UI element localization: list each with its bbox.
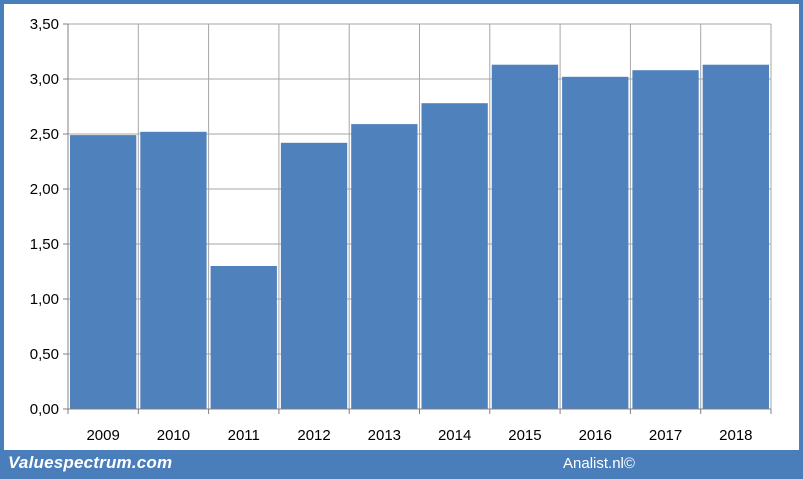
bar-2013 — [351, 124, 418, 409]
x-tick-label: 2017 — [649, 427, 682, 444]
y-tick-label: 0,50 — [30, 346, 59, 363]
y-tick-label: 1,00 — [30, 291, 59, 308]
bar-2009 — [70, 135, 137, 409]
x-tick-label: 2011 — [228, 427, 260, 444]
y-tick-label: 3,00 — [30, 71, 59, 88]
brand-valuespectrum: Valuespectrum.com — [8, 453, 173, 472]
bar-2016 — [562, 76, 629, 410]
bar-2017 — [632, 70, 699, 409]
bar-2010 — [140, 131, 207, 410]
bar-2012 — [280, 142, 348, 410]
x-tick-label: 2015 — [508, 427, 541, 444]
x-tick-label: 2013 — [368, 427, 401, 444]
y-tick-label: 2,50 — [30, 126, 59, 143]
bar-2015 — [491, 64, 559, 409]
x-tick-label: 2009 — [86, 427, 119, 444]
bar-layer — [70, 64, 769, 410]
y-tick-label: 2,00 — [30, 181, 59, 198]
x-tick-label: 2012 — [297, 427, 330, 444]
bar-2018 — [702, 64, 769, 409]
footer-bar: Valuespectrum.com Analist.nl© — [0, 450, 803, 479]
axis-layer: 0,00 0,50 1,00 1,50 2,00 2,50 3,00 3,50 2009 2010… — [30, 16, 772, 444]
x-tick-label: 2010 — [157, 427, 190, 444]
y-tick-label: 3,50 — [30, 16, 59, 33]
x-tick-label: 2018 — [719, 427, 752, 444]
x-tick-label: 2014 — [438, 427, 471, 444]
brand-analist: Analist.nl© — [563, 455, 635, 472]
bar-2014 — [421, 103, 488, 409]
bar-2011 — [210, 266, 277, 409]
y-tick-label: 0,00 — [30, 401, 59, 418]
y-tick-label: 1,50 — [30, 236, 59, 253]
x-tick-label: 2016 — [579, 427, 612, 444]
